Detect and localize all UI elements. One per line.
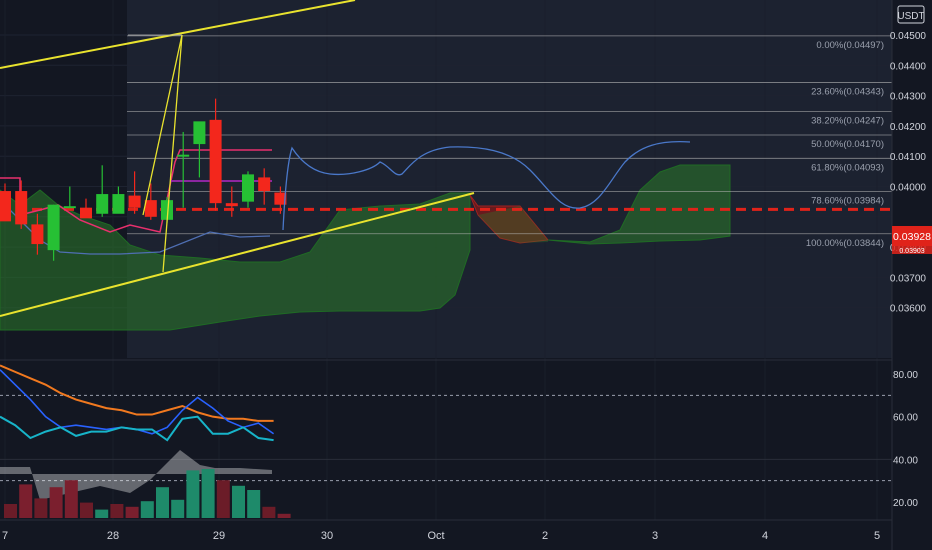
volume-bar (201, 469, 215, 518)
fibonacci-retracement: 0.00%(0.04497) 23.60%(0.04343) 38.20%(0.04… (127, 35, 892, 249)
baseline-line (0, 199, 271, 255)
current-price-tag: 0.03928 0.03903 (892, 226, 932, 255)
volume-bar (262, 506, 276, 518)
candle-body (177, 154, 190, 157)
price-tick-label: 0.04400 (890, 61, 927, 72)
time-axis-labels: 7 28 29 30 Oct 2 3 4 5 (2, 530, 880, 542)
time-tick-label: 29 (213, 530, 225, 542)
trendlines (0, 0, 475, 317)
candle-body (161, 200, 173, 220)
fib-level-label: 0.00%(0.04497) (816, 40, 884, 51)
oscillator-tick-label: 40.00 (893, 455, 918, 466)
price-scale[interactable] (892, 0, 932, 550)
price-tick-label: 0.04000 (890, 183, 927, 194)
price-tick-label: 0.04500 (890, 31, 927, 42)
candle-body (31, 224, 44, 245)
time-tick-label: 7 (2, 530, 8, 542)
current-price-label: 0.03928 (893, 231, 931, 243)
oscillator-orange-line (0, 364, 274, 422)
volume-bar (156, 487, 169, 518)
candle-body (258, 177, 271, 192)
volume-bar (171, 499, 185, 518)
candle-body (0, 191, 11, 222)
time-tick-label: 3 (652, 530, 658, 542)
volume-bar (95, 509, 109, 518)
candle-body (242, 174, 254, 202)
time-tick-label: 4 (762, 530, 768, 542)
time-tick-label: 30 (321, 530, 333, 542)
volume-bar (232, 485, 245, 518)
oscillator-tick-label: 80.00 (893, 370, 918, 381)
volume-bar (216, 480, 230, 518)
currency-label: USDT (897, 11, 924, 22)
time-tick-label: 5 (874, 530, 880, 542)
fib-level-label: 38.20%(0.04247) (811, 116, 884, 127)
volume-bar (247, 490, 261, 518)
volume-bar (186, 470, 200, 518)
candle-body (144, 200, 157, 217)
fib-level-label: 23.60%(0.04343) (811, 87, 884, 98)
oscillator-tick-label: 60.00 (893, 413, 918, 424)
volume-bar (34, 498, 48, 518)
candle-body (209, 119, 222, 204)
fib-level-label: 100.00%(0.03844) (806, 238, 884, 249)
candle-body (193, 121, 206, 145)
candlestick-series (0, 98, 287, 261)
fib-level-label: 50.00%(0.04170) (811, 139, 884, 150)
currency-badge[interactable]: USDT (897, 5, 925, 24)
price-projection (282, 140, 691, 231)
volume-bar (49, 487, 63, 518)
volume-bar (140, 501, 154, 518)
candle-body (112, 194, 125, 214)
candle-body (96, 194, 109, 214)
candle-body (274, 192, 287, 205)
oscillator-cyan-line (0, 415, 274, 442)
price-tick-label: 0.04200 (890, 122, 927, 133)
candle-body (128, 195, 141, 208)
time-tick-label: 28 (107, 530, 119, 542)
projection-curve (282, 140, 691, 231)
volume-bar (110, 504, 124, 518)
volume-bar (64, 480, 78, 518)
lower-trendline (0, 192, 475, 317)
fib-level-label: 61.80%(0.04093) (811, 162, 884, 173)
candle-body (47, 204, 60, 251)
upper-trendline (0, 0, 356, 69)
candle-body (63, 206, 76, 209)
volume-bar (277, 513, 291, 518)
volume-bar (80, 502, 93, 518)
cloud-bear-span (469, 194, 549, 244)
time-tick-label: 2 (542, 530, 548, 542)
price-tick-label: 0.03600 (890, 304, 927, 315)
cloud-bull-future (547, 164, 731, 245)
fib-level-label: 78.60%(0.03984) (811, 195, 884, 206)
candle-body (80, 207, 92, 219)
volume-bar (4, 504, 17, 518)
volume-bar (125, 506, 139, 518)
price-tick-label: 0.04300 (890, 92, 927, 103)
volume-bar (19, 484, 33, 518)
price-label-under: 0.03903 (899, 248, 924, 255)
candle-body (15, 191, 28, 225)
candle-body (225, 203, 238, 207)
oscillator-pane (0, 364, 892, 518)
projection-leg-2 (162, 34, 183, 273)
projection-leg-1 (142, 34, 183, 216)
price-tick-label: 0.04100 (890, 152, 927, 163)
time-tick-label: Oct (427, 530, 444, 542)
price-tick-label: 0.03700 (890, 273, 927, 284)
oscillator-tick-label: 20.00 (893, 498, 918, 509)
